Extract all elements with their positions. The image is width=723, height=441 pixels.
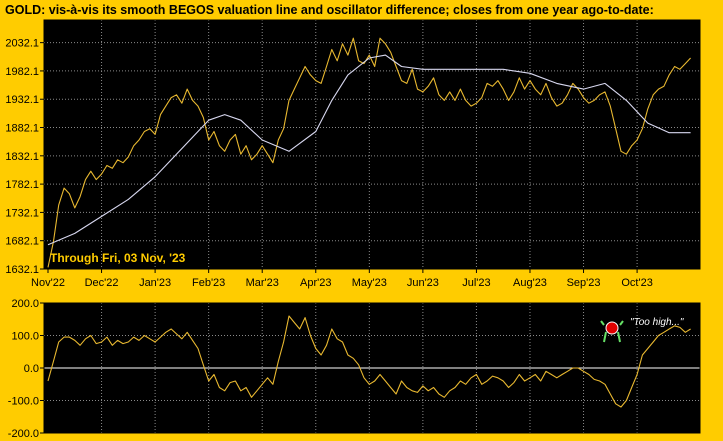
smiley-right-leg (617, 331, 621, 343)
chart-title: GOLD: vis-à-vis its smooth BEGOS valuati… (5, 3, 654, 17)
smiley-left-arm (600, 320, 605, 326)
price-xtick-label: Dec'22 (85, 277, 119, 289)
price-ytick-label: 1932.1 (5, 94, 39, 106)
price-group: 2032.1 1982.1 1932.1 1882.1 1832.1 1782.1 1732… (5, 19, 701, 289)
oscillator-ytick-label: 100.0 (11, 331, 39, 343)
price-ytick-label: 1782.1 (5, 179, 39, 191)
price-xtick-label: May'23 (352, 277, 387, 289)
smiley-left-leg (603, 331, 607, 343)
price-ytick-label: 2032.1 (5, 38, 39, 50)
price-ytick-label: 1732.1 (5, 207, 39, 219)
too-high-smiley-icon (600, 320, 624, 343)
price-xtick-label: Oct'23 (621, 277, 652, 289)
oscillator-group: 200.0 100.0 0.0 -100.0 -200.0 "Too high..." (8, 298, 701, 440)
price-ytick-label: 1882.1 (5, 123, 39, 135)
price-xtick-label: Apr'23 (300, 277, 331, 289)
oscillator-ytick-label: -200.0 (8, 428, 39, 440)
oscillator-ytick-label: 0.0 (24, 363, 39, 375)
oscillator-annotation: "Too high..." (630, 317, 684, 328)
price-ytick-label: 1632.1 (5, 264, 39, 276)
smiley-right-arm (619, 320, 624, 326)
price-series-gold-close (47, 37, 691, 268)
price-xtick-label: Nov'22 (31, 277, 65, 289)
price-xtick-label: Sep'23 (567, 277, 601, 289)
price-ytick-label: 1832.1 (5, 151, 39, 163)
oscillator-ytick-label: 200.0 (11, 298, 39, 310)
price-border (43, 19, 701, 270)
price-xtick-label: Feb'23 (192, 277, 225, 289)
price-xtick-label: Jul'23 (462, 277, 490, 289)
smiley-face (605, 321, 619, 335)
price-series-begos-valuation (47, 54, 691, 246)
price-xtick-label: Jan'23 (139, 277, 171, 289)
oscillator-ytick-label: -100.0 (8, 396, 39, 408)
oscillator-series-oscillator-difference (47, 315, 691, 408)
price-xtick-label: Jun'23 (407, 277, 439, 289)
price-xtick-label: Aug'23 (513, 277, 547, 289)
price-date-annotation: Through Fri, 03 Nov, '23 (50, 251, 186, 265)
price-xtick-label: Mar'23 (246, 277, 279, 289)
price-ytick-label: 1682.1 (5, 236, 39, 248)
price-ytick-label: 1982.1 (5, 66, 39, 78)
oscillator-border (43, 302, 701, 434)
